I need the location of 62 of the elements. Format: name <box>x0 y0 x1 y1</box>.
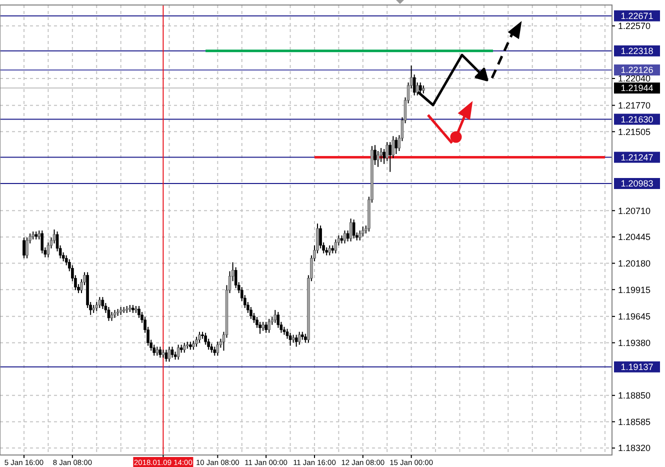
candlestick <box>46 242 50 258</box>
candlestick <box>258 321 262 334</box>
candlestick <box>170 346 174 358</box>
candlestick <box>298 331 301 346</box>
ref-line-label: 1.22126 <box>620 65 654 76</box>
candlestick <box>195 336 198 348</box>
candlestick <box>346 230 350 242</box>
candlestick <box>268 318 270 334</box>
candlestick <box>328 244 332 256</box>
candlestick <box>376 150 380 168</box>
candlestick <box>294 334 298 348</box>
ref-line-label: 1.22671 <box>620 10 654 21</box>
y-tick-label: 1.18850 <box>618 390 651 401</box>
y-tick-label: 1.20710 <box>618 206 651 216</box>
candlestick <box>152 344 156 356</box>
candlestick <box>374 144 376 166</box>
candlestick <box>343 230 346 244</box>
candlestick <box>274 309 277 324</box>
y-tick-label: 1.19380 <box>618 338 651 348</box>
candlestick <box>362 226 364 237</box>
candlestick <box>418 82 422 94</box>
candlestick <box>349 218 352 242</box>
ref-line-label: 1.21247 <box>620 152 654 162</box>
y-tick-label: 1.22040 <box>618 74 651 84</box>
y-tick-label: 1.21770 <box>618 100 651 110</box>
ref-line-label: 1.22318 <box>620 46 654 56</box>
candlestick <box>358 230 362 241</box>
y-tick-label: 1.20180 <box>618 258 651 268</box>
candlestick <box>164 349 168 362</box>
candlestick <box>394 136 398 155</box>
y-tick-label: 1.19915 <box>618 284 651 295</box>
candlestick <box>334 238 338 254</box>
candlestick <box>176 344 180 360</box>
candlestick <box>216 341 220 356</box>
y-tick-label: 1.21505 <box>618 126 651 137</box>
y-tick-label: 1.22570 <box>618 21 651 32</box>
candlestick <box>107 306 110 322</box>
candlestick <box>22 236 26 259</box>
ref-line-label: 1.20983 <box>620 178 654 189</box>
ref-line-label: 1.21944 <box>620 83 654 94</box>
candlestick <box>204 332 207 346</box>
ref-line-label: 1.19137 <box>620 362 654 372</box>
ref-line-label: 1.21630 <box>620 114 654 124</box>
candlestick <box>182 342 186 354</box>
candlestick <box>382 148 386 164</box>
candlestick <box>288 332 292 346</box>
y-tick-label: 1.18585 <box>618 416 651 427</box>
candlestick <box>198 331 201 344</box>
y-tick-label: 1.18320 <box>618 443 651 454</box>
candlestick <box>158 346 162 358</box>
candlestick <box>26 236 28 259</box>
y-tick-label: 1.20445 <box>618 232 651 242</box>
candlestick <box>250 306 252 320</box>
candlestick <box>101 296 104 310</box>
candlestick <box>352 219 356 239</box>
candlestick <box>98 296 102 308</box>
candlestick <box>388 142 392 172</box>
y-tick-label: 1.19645 <box>618 312 651 322</box>
candlestick <box>234 266 238 289</box>
candlestick <box>40 230 44 254</box>
candlestick <box>168 346 171 362</box>
candlestick <box>264 321 268 334</box>
